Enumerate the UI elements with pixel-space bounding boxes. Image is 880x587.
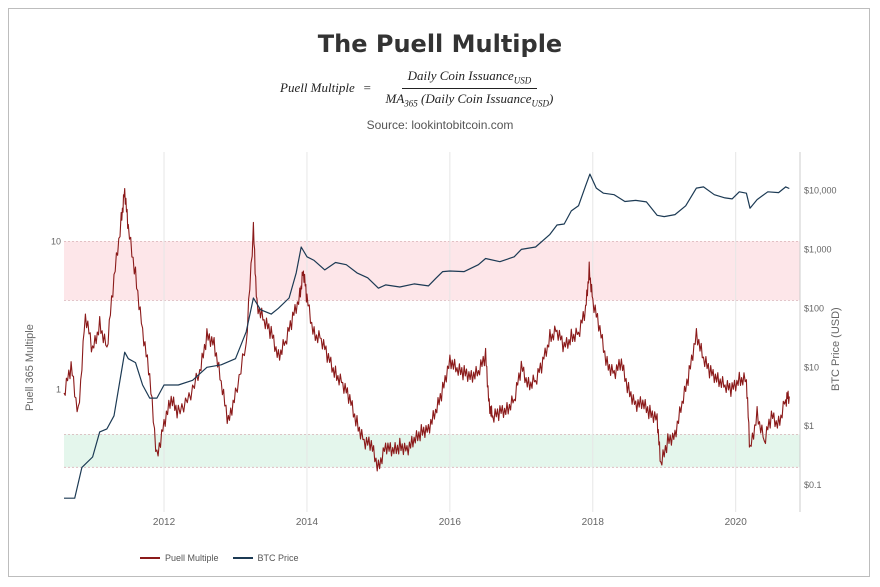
legend-item-btc[interactable]: BTC Price [232, 553, 299, 563]
formula-denominator-open: (Daily Coin Issuance [417, 90, 532, 106]
formula-fraction: Daily Coin IssuanceUSD MA365 (Daily Coin… [380, 68, 560, 108]
y-left-tick-1: 1 [56, 385, 61, 395]
y-right-tick-10: $10 [804, 362, 819, 372]
legend-label-btc: BTC Price [257, 553, 299, 563]
formula-numerator: Daily Coin IssuanceUSD [401, 67, 538, 89]
legend-label-puell: Puell Multiple [165, 553, 219, 563]
formula-numerator-sub: USD [513, 75, 532, 86]
y-right-tick-1: $1 [804, 421, 814, 431]
x-tick-2014: 2014 [296, 517, 319, 528]
y-right-tick-100: $100 [804, 303, 824, 313]
x-tick-2012: 2012 [153, 517, 176, 528]
series-line-btc-price [64, 173, 790, 499]
x-tick-2020: 2020 [725, 517, 748, 528]
formula-denominator-close: ) [549, 90, 554, 106]
formula-equals: = [362, 80, 372, 95]
legend-swatch-btc [232, 557, 253, 559]
band-upper [64, 241, 800, 301]
band-lower [64, 434, 800, 468]
formula-denominator-prefix: MA [385, 90, 405, 106]
y-axis-left-label: Puell 365 Multiple [24, 324, 40, 411]
formula-numerator-text: Daily Coin Issuance [407, 67, 514, 83]
series-line-puell-multiple [63, 187, 790, 472]
source-label: Source: lookintobitcoin.com [366, 118, 514, 132]
y-left-tick-10: 10 [51, 236, 61, 246]
formula-lhs: Puell Multiple [280, 80, 355, 95]
legend: Puell Multiple BTC Price [140, 553, 313, 563]
puell-formula: Puell Multiple = Daily Coin IssuanceUSD … [280, 68, 559, 108]
chart-title: The Puell Multiple [317, 30, 563, 58]
y-right-tick-1000: $1,000 [804, 244, 832, 254]
x-tick-2016: 2016 [439, 517, 462, 528]
legend-item-puell[interactable]: Puell Multiple [140, 553, 219, 563]
y-axis-right-label: BTC Price (USD) [830, 307, 846, 391]
legend-swatch-puell [140, 557, 160, 559]
y-right-tick-0.1: $0.1 [804, 480, 822, 490]
formula-denominator-prefix-sub: 365 [404, 98, 418, 109]
formula-denominator-sub: USD [531, 98, 550, 109]
formula-denominator: MA365 (Daily Coin IssuanceUSD) [380, 89, 560, 109]
y-right-tick-10000: $10,000 [804, 185, 837, 195]
x-tick-2018: 2018 [582, 517, 605, 528]
